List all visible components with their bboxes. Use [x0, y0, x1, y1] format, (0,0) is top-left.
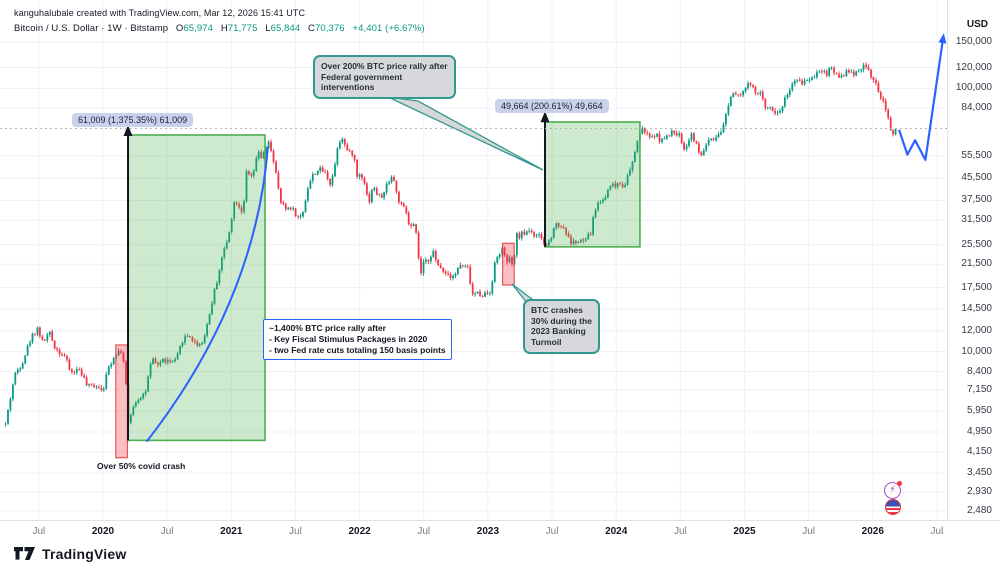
price-axis-label: 45,500 — [961, 172, 992, 184]
time-axis-label: Jul — [930, 526, 944, 537]
time-axis-label: 2022 — [348, 526, 371, 537]
currency-label: USD — [966, 19, 988, 30]
price-axis-label: 5,950 — [966, 404, 992, 416]
symbol-ohlc-row: Bitcoin / U.S. Dollar · 1W · Bitstamp O6… — [14, 23, 425, 34]
price-axis-label: 10,000 — [961, 345, 992, 357]
price-axis-label: 31,500 — [961, 214, 992, 226]
rally-box — [127, 134, 266, 442]
tradingview-mark-icon — [14, 547, 35, 560]
note-line: - two Fed rate cuts totaling 150 basis p… — [269, 345, 446, 356]
time-axis-label: Jul — [673, 526, 687, 537]
price-axis-label: 2,480 — [966, 505, 992, 516]
price-axis-label: 7,150 — [966, 383, 992, 395]
time-axis-label: 2026 — [861, 526, 884, 537]
callout-banking-turmoil[interactable]: BTC crashes 30% during the 2023 Banking … — [523, 299, 600, 354]
price-axis-label: 2,930 — [966, 485, 992, 497]
price-axis[interactable]: USD 70,376 3d 9h 150,000120,000100,00084… — [948, 0, 1000, 520]
price-axis-label: 55,500 — [961, 149, 992, 161]
callout-line: BTC crashes — [531, 305, 583, 315]
price-axis-label: 3,450 — [966, 467, 992, 479]
attribution-text: kanguhalubale created with TradingView.c… — [14, 8, 306, 18]
rally-curve[interactable] — [145, 146, 269, 443]
spark-sticker-icon[interactable]: ⚡ — [884, 481, 902, 499]
rally-box — [544, 121, 641, 248]
price-axis-label: 8,400 — [966, 365, 992, 377]
callout-federal-interventions[interactable]: Over 200% BTC price rally after Federal … — [313, 55, 456, 99]
time-axis-label: Jul — [417, 526, 431, 537]
chart-canvas[interactable] — [0, 0, 948, 520]
time-axis-separator — [0, 520, 1000, 521]
price-projection-arrow[interactable] — [898, 33, 947, 161]
price-axis-label: 4,950 — [966, 425, 992, 437]
time-axis-label: Jul — [545, 526, 559, 537]
time-axis-label: Jul — [289, 526, 302, 537]
measure-label-2020-rally[interactable]: 61,009 (1,375.35%) 61,009 — [72, 113, 194, 127]
ohlc-close: C70,376 — [308, 23, 345, 34]
time-axis[interactable]: Jul 2020 Jul 2021 Jul 2022 Jul 2023 Jul 2024 Jul 20… — [0, 522, 948, 542]
time-axis-label: 2025 — [733, 526, 756, 537]
ohlc-open: O65,974 — [175, 23, 214, 34]
price-change: +4,401 (+6.67%) — [352, 23, 425, 34]
measure-label-2023-rally[interactable]: 49,664 (200.61%) 49,664 — [495, 99, 609, 113]
callout-line: 2023 Banking — [531, 326, 586, 337]
callout-line: Federal government — [321, 71, 403, 82]
price-axis-label: 21,500 — [961, 258, 992, 270]
price-axis-label: 14,500 — [961, 303, 992, 315]
price-axis-label: 84,000 — [961, 102, 992, 114]
tradingview-logo[interactable]: TradingView — [14, 546, 126, 562]
flag-sticker-icon[interactable] — [885, 499, 901, 515]
time-axis-label: Jul — [160, 526, 174, 537]
time-axis-label: 2020 — [91, 526, 115, 537]
symbol-title: Bitcoin / U.S. Dollar · 1W · Bitstamp — [14, 23, 169, 34]
price-axis-label: 17,500 — [961, 281, 992, 293]
callout-tail — [387, 96, 544, 171]
callout-line: Over 200% BTC price rally after — [321, 61, 448, 71]
note-line: - Key Fiscal Stimulus Packages in 2020 — [269, 334, 428, 345]
time-axis-label: 2023 — [476, 526, 500, 537]
time-axis-label: Jul — [32, 526, 46, 537]
price-axis-label: 37,500 — [961, 194, 992, 206]
price-axis-label: 100,000 — [955, 82, 992, 94]
callout-line: 30% during the — [531, 315, 592, 326]
callout-line: interventions — [321, 82, 375, 93]
price-axis-label: 120,000 — [955, 61, 992, 73]
time-axis-label: Jul — [802, 526, 816, 537]
tradingview-logo-text: TradingView — [42, 546, 127, 562]
highlight-boxes[interactable] — [115, 121, 641, 459]
grid — [0, 0, 947, 520]
time-axis-label: 2024 — [605, 526, 628, 537]
ohlc-high: H71,775 — [220, 23, 258, 34]
price-axis-separator — [947, 0, 948, 520]
price-axis-label: 25,500 — [961, 238, 992, 250]
callout-line: Turmoil — [531, 336, 562, 347]
price-axis-label: 12,000 — [961, 324, 992, 336]
crash-box — [502, 242, 515, 286]
ohlc-low: L65,844 — [265, 23, 301, 34]
price-axis-label: 150,000 — [955, 35, 992, 47]
price-axis-label: 4,150 — [966, 446, 992, 458]
note-line: ~1,400% BTC price rally after — [269, 323, 386, 333]
covid-crash-label[interactable]: Over 50% covid crash — [97, 461, 186, 471]
time-axis-label: 2021 — [220, 526, 243, 537]
crash-box — [115, 344, 128, 459]
note-stimulus-rally[interactable]: ~1,400% BTC price rally after - Key Fisc… — [263, 319, 452, 361]
